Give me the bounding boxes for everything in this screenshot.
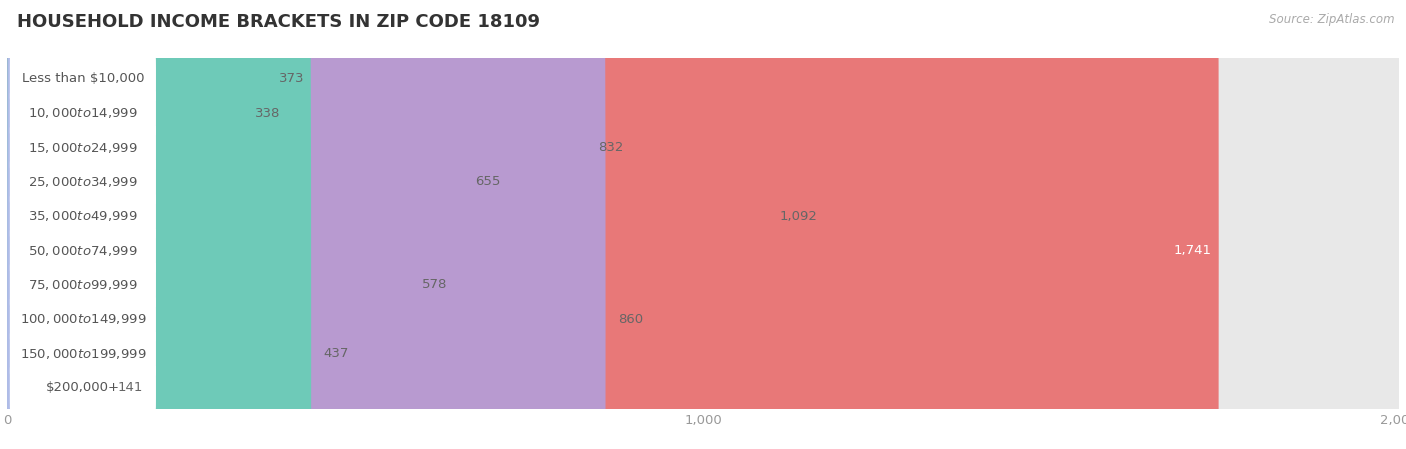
Text: $200,000+: $200,000+ [46, 382, 120, 395]
FancyBboxPatch shape [7, 0, 1399, 449]
FancyBboxPatch shape [10, 194, 156, 238]
Text: 141: 141 [118, 382, 143, 395]
FancyBboxPatch shape [7, 0, 105, 449]
FancyBboxPatch shape [7, 0, 463, 449]
FancyBboxPatch shape [7, 0, 1399, 449]
Text: 578: 578 [422, 278, 447, 291]
FancyBboxPatch shape [7, 0, 1399, 449]
FancyBboxPatch shape [10, 57, 156, 101]
Text: HOUSEHOLD INCOME BRACKETS IN ZIP CODE 18109: HOUSEHOLD INCOME BRACKETS IN ZIP CODE 18… [17, 13, 540, 31]
Text: $15,000 to $24,999: $15,000 to $24,999 [28, 141, 138, 154]
FancyBboxPatch shape [7, 0, 267, 449]
Text: $10,000 to $14,999: $10,000 to $14,999 [28, 106, 138, 120]
FancyBboxPatch shape [7, 0, 768, 449]
FancyBboxPatch shape [7, 0, 1399, 449]
Text: 373: 373 [280, 72, 305, 85]
Text: 338: 338 [254, 107, 280, 120]
Text: 655: 655 [475, 176, 501, 189]
Text: 860: 860 [619, 313, 643, 326]
FancyBboxPatch shape [7, 0, 1399, 449]
FancyBboxPatch shape [10, 229, 156, 273]
FancyBboxPatch shape [10, 297, 156, 341]
FancyBboxPatch shape [10, 126, 156, 170]
FancyBboxPatch shape [10, 91, 156, 135]
FancyBboxPatch shape [7, 0, 1399, 449]
FancyBboxPatch shape [7, 0, 1399, 449]
FancyBboxPatch shape [10, 263, 156, 307]
FancyBboxPatch shape [7, 0, 311, 449]
Text: 1,092: 1,092 [779, 210, 817, 223]
FancyBboxPatch shape [7, 0, 409, 449]
Text: $75,000 to $99,999: $75,000 to $99,999 [28, 278, 138, 292]
FancyBboxPatch shape [7, 0, 586, 449]
FancyBboxPatch shape [10, 366, 156, 410]
FancyBboxPatch shape [7, 0, 1399, 449]
Text: $35,000 to $49,999: $35,000 to $49,999 [28, 209, 138, 223]
Text: 1,741: 1,741 [1174, 244, 1212, 257]
Text: 437: 437 [323, 347, 349, 360]
FancyBboxPatch shape [7, 0, 1399, 449]
FancyBboxPatch shape [10, 332, 156, 376]
Text: $100,000 to $149,999: $100,000 to $149,999 [20, 313, 146, 326]
FancyBboxPatch shape [7, 0, 1219, 449]
FancyBboxPatch shape [7, 0, 606, 449]
Text: $50,000 to $74,999: $50,000 to $74,999 [28, 244, 138, 258]
FancyBboxPatch shape [10, 160, 156, 204]
Text: Source: ZipAtlas.com: Source: ZipAtlas.com [1270, 13, 1395, 26]
Text: 832: 832 [599, 141, 624, 154]
Text: Less than $10,000: Less than $10,000 [21, 72, 145, 85]
Text: $150,000 to $199,999: $150,000 to $199,999 [20, 347, 146, 361]
FancyBboxPatch shape [7, 0, 242, 449]
Text: $25,000 to $34,999: $25,000 to $34,999 [28, 175, 138, 189]
FancyBboxPatch shape [7, 0, 1399, 449]
